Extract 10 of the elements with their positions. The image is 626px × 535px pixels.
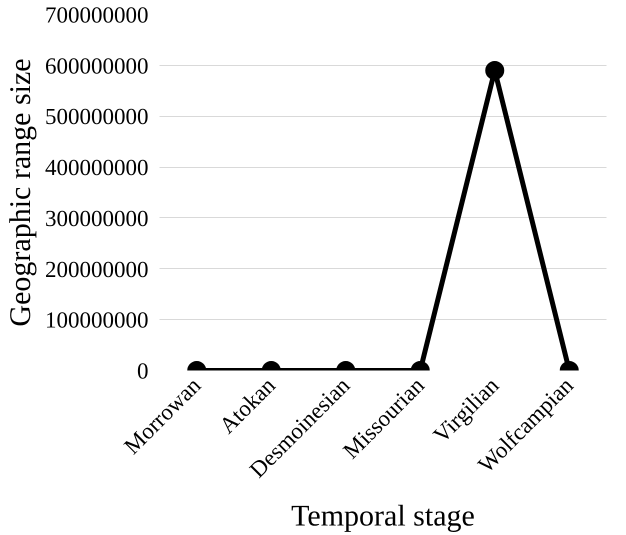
y-tick-label: 700000000	[45, 2, 148, 28]
y-tick-label: 100000000	[45, 308, 148, 333]
y-tick-label: 600000000	[45, 53, 148, 78]
y-tick-label: 0	[137, 358, 148, 384]
y-tick-label: 500000000	[45, 104, 148, 130]
y-tick-label: 200000000	[45, 256, 148, 282]
x-axis-title: Temporal stage	[291, 499, 475, 532]
y-tick-label: 400000000	[45, 155, 148, 180]
y-axis-title: Geographic range size	[4, 58, 37, 327]
y-tick-label: 300000000	[45, 206, 148, 231]
